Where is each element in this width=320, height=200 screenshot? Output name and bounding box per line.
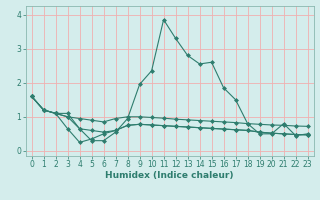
X-axis label: Humidex (Indice chaleur): Humidex (Indice chaleur) <box>105 171 234 180</box>
